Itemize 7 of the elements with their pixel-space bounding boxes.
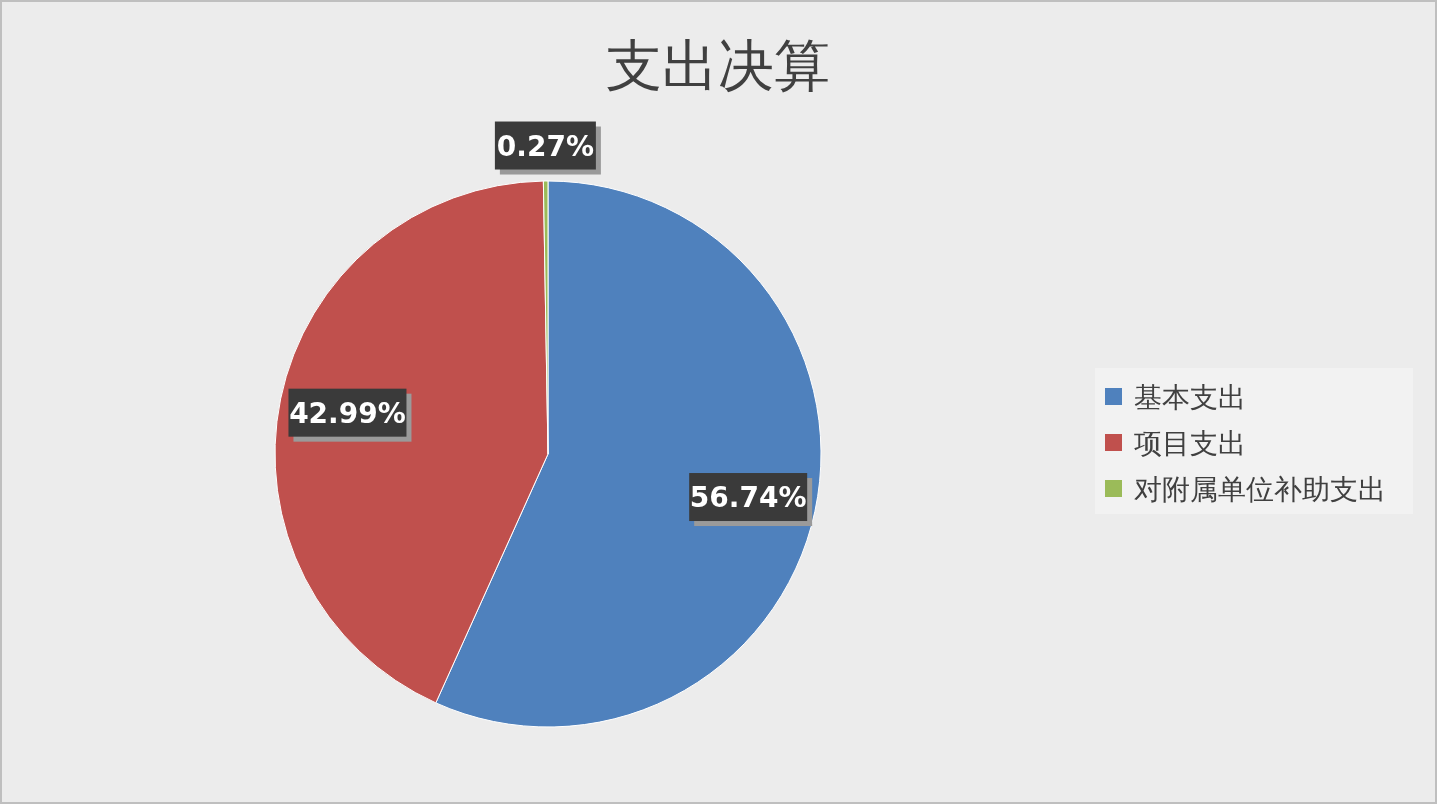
- legend-label: 对附属单位补助支出: [1134, 473, 1386, 506]
- data-label: 56.74%: [689, 481, 807, 515]
- data-label: 0.27%: [496, 129, 594, 163]
- data-label: 42.99%: [289, 396, 406, 430]
- title: 支出决算: [606, 33, 830, 98]
- legend-label: 基本支出: [1134, 381, 1246, 414]
- legend-label: 项目支出: [1134, 427, 1246, 460]
